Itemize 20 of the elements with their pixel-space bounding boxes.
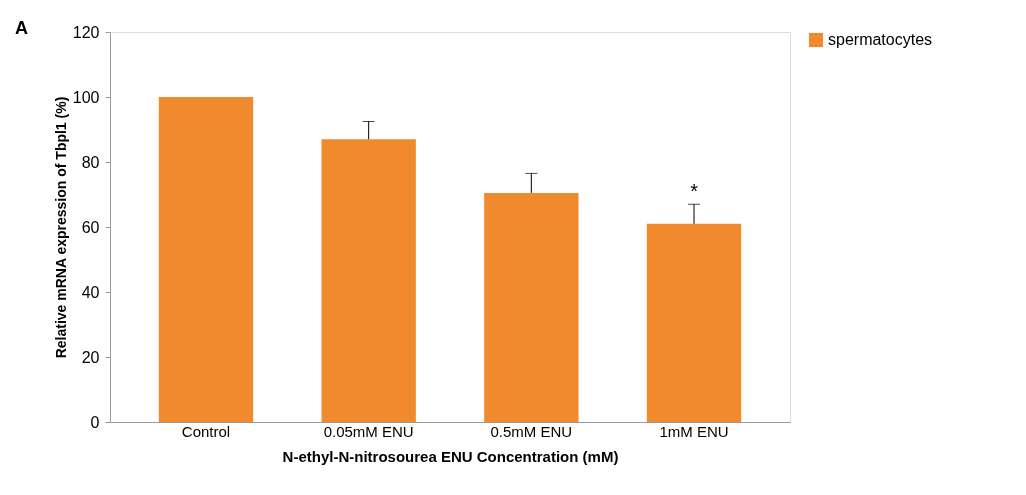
y-tick-label: 0 (90, 413, 100, 431)
bar (158, 97, 254, 422)
bar (646, 223, 742, 422)
x-axis-title: N-ethyl-N-nitrosourea ENU Concentration (mM) (282, 447, 619, 465)
x-tick-label: 0.5mM ENU (490, 422, 573, 440)
y-tick-label: 20 (81, 348, 100, 366)
y-tick-label: 100 (72, 88, 100, 106)
y-axis-title: Relative mRNA expression of Tbpl1 (%) (52, 96, 69, 359)
y-tick-label: 80 (81, 153, 100, 171)
bar (484, 192, 579, 422)
x-tick-label: 0.05mM ENU (323, 422, 414, 440)
x-tick-label: 1mM ENU (659, 422, 729, 440)
bar (321, 139, 416, 422)
y-tick-label: 120 (72, 23, 100, 41)
x-tick-label: Control (181, 422, 231, 440)
text: A (15, 18, 28, 38)
y-tick-label: 40 (81, 283, 100, 301)
legend-label: spermatocytes (828, 31, 933, 48)
annotation: * (690, 180, 699, 203)
y-tick-label: 60 (81, 218, 100, 236)
